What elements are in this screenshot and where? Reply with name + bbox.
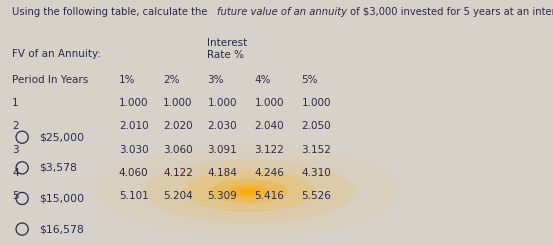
Text: 2.050: 2.050 — [301, 121, 331, 131]
Text: 3.030: 3.030 — [119, 145, 149, 155]
Text: $15,000: $15,000 — [39, 194, 84, 203]
Text: 1.000: 1.000 — [301, 98, 331, 108]
Text: 2.040: 2.040 — [254, 121, 284, 131]
Text: 4%: 4% — [254, 75, 271, 85]
Text: Interest
Rate %: Interest Rate % — [207, 38, 248, 60]
Text: 5.309: 5.309 — [207, 191, 237, 201]
Text: 5.526: 5.526 — [301, 191, 331, 201]
Text: 4: 4 — [12, 168, 19, 178]
Text: 1.000: 1.000 — [207, 98, 237, 108]
Text: 2.010: 2.010 — [119, 121, 149, 131]
Text: 4.122: 4.122 — [163, 168, 193, 178]
Text: 3.152: 3.152 — [301, 145, 331, 155]
Text: 2: 2 — [12, 121, 19, 131]
Text: 5.416: 5.416 — [254, 191, 284, 201]
Text: 1.000: 1.000 — [254, 98, 284, 108]
Text: 4.060: 4.060 — [119, 168, 149, 178]
Text: 5: 5 — [12, 191, 19, 201]
Text: 1: 1 — [12, 98, 19, 108]
Text: FV of an Annuity:: FV of an Annuity: — [12, 49, 101, 59]
Text: $25,000: $25,000 — [39, 132, 84, 142]
Ellipse shape — [229, 185, 268, 197]
Text: 3.060: 3.060 — [163, 145, 193, 155]
Ellipse shape — [241, 188, 257, 194]
Text: 2.020: 2.020 — [163, 121, 193, 131]
Text: 2.030: 2.030 — [207, 121, 237, 131]
Text: 5.204: 5.204 — [163, 191, 193, 201]
Text: $3,578: $3,578 — [39, 163, 76, 173]
Text: 3%: 3% — [207, 75, 224, 85]
Text: 5%: 5% — [301, 75, 318, 85]
Text: 1%: 1% — [119, 75, 135, 85]
Text: 3.122: 3.122 — [254, 145, 284, 155]
Text: $16,578: $16,578 — [39, 224, 84, 234]
Text: 1.000: 1.000 — [163, 98, 192, 108]
Ellipse shape — [182, 170, 315, 212]
Text: future value of an annuity: future value of an annuity — [217, 7, 347, 17]
Ellipse shape — [210, 179, 288, 203]
Text: of $3,000 invested for 5 years at an interest rate of 5%:: of $3,000 invested for 5 years at an int… — [347, 7, 553, 17]
Text: Using the following table, calculate the: Using the following table, calculate the — [12, 7, 211, 17]
Text: 1.000: 1.000 — [119, 98, 148, 108]
Text: 4.184: 4.184 — [207, 168, 237, 178]
Text: 2%: 2% — [163, 75, 180, 85]
Ellipse shape — [144, 159, 354, 223]
Text: 3: 3 — [12, 145, 19, 155]
Text: 3.091: 3.091 — [207, 145, 237, 155]
Text: Period In Years: Period In Years — [12, 75, 88, 85]
Ellipse shape — [97, 145, 401, 238]
Text: 4.310: 4.310 — [301, 168, 331, 178]
Text: 5.101: 5.101 — [119, 191, 149, 201]
Text: 4.246: 4.246 — [254, 168, 284, 178]
